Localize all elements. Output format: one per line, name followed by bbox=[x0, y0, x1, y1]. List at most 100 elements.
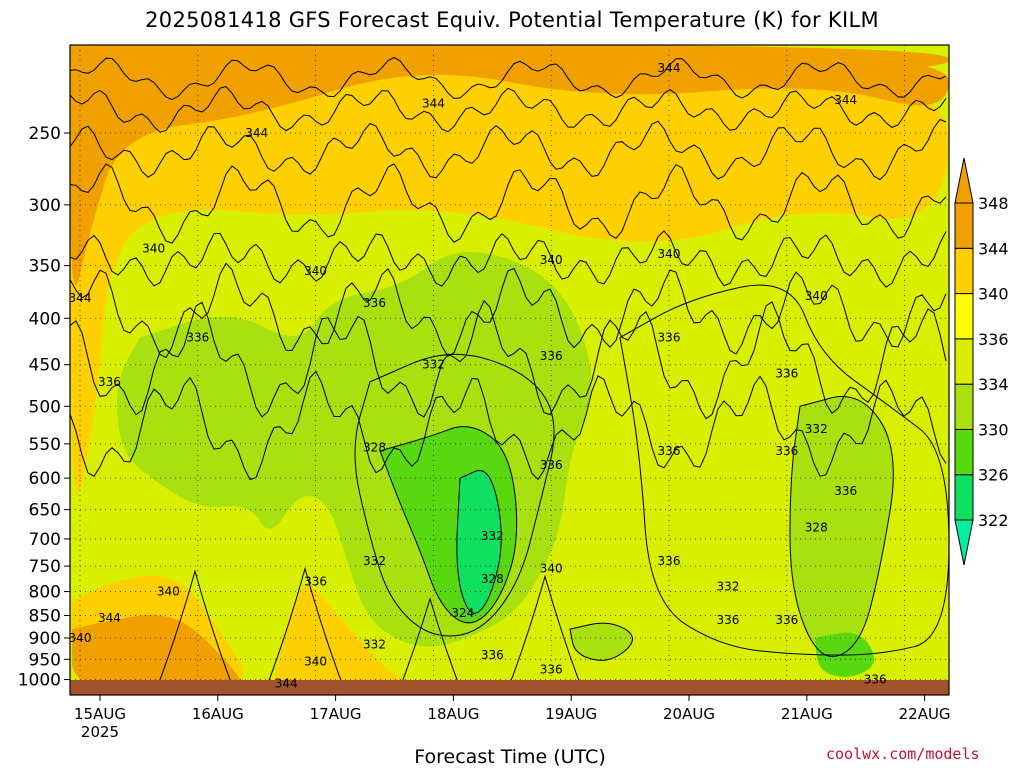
x-tick-label: 22AUG bbox=[899, 705, 951, 723]
contour-label: 336 bbox=[540, 663, 563, 677]
contour-line-upper-4 bbox=[70, 230, 947, 288]
contour-label: 336 bbox=[716, 613, 739, 627]
contour-label: 336 bbox=[304, 575, 327, 589]
y-tick-label: 450 bbox=[29, 356, 61, 376]
contour-label: 336 bbox=[540, 349, 563, 363]
colorbar-label: 322 bbox=[978, 511, 1009, 530]
region-348-upper bbox=[70, 45, 949, 172]
contour-label: 336 bbox=[658, 554, 681, 568]
contour-labels: 344 344 344 344 344 340 340 340 340 340 336 336 336 3… bbox=[69, 61, 887, 690]
contour-label: 336 bbox=[540, 458, 563, 472]
contour-line-upper-5 bbox=[70, 262, 947, 359]
colorbar-label: 326 bbox=[978, 466, 1009, 485]
contour-label: 340 bbox=[805, 289, 828, 303]
colorbar-segment bbox=[954, 338, 974, 385]
credit-link[interactable]: coolwx.com/models bbox=[826, 745, 980, 763]
contour-ring-330-east bbox=[789, 396, 894, 657]
y-tick-label: 850 bbox=[29, 606, 61, 626]
x-tick-label: 21AUG bbox=[781, 705, 833, 723]
contour-label: 344 bbox=[69, 291, 92, 305]
contour-label: 344 bbox=[658, 61, 681, 75]
contour-spike-0 bbox=[154, 569, 236, 694]
contour-label: 340 bbox=[658, 247, 681, 261]
colorbar-extend-min bbox=[954, 519, 974, 566]
ground-bar bbox=[70, 680, 949, 695]
contour-label: 344 bbox=[275, 676, 298, 690]
contour-label: 336 bbox=[363, 296, 386, 310]
y-tick-label: 800 bbox=[29, 583, 61, 603]
contour-label: 332 bbox=[422, 358, 445, 372]
region-322-core bbox=[456, 470, 502, 614]
plot-area: 344 344 344 344 344 340 340 340 340 340 336 336 336 3… bbox=[69, 45, 949, 695]
x-axis: 15AUG 16AUG 17AUG 18AUG 19AUG 20AUG 21AUG 22AUG… bbox=[74, 695, 951, 741]
contour-label: 328 bbox=[805, 520, 828, 534]
colorbar-segment bbox=[954, 247, 974, 295]
contour-ring-sfc bbox=[569, 622, 633, 661]
contour-label: 328 bbox=[363, 440, 386, 454]
contour-label: 340 bbox=[69, 631, 92, 645]
y-tick-label: 400 bbox=[29, 309, 61, 329]
x-axis-title: Forecast Time (UTC) bbox=[414, 746, 606, 768]
contour-ring-322 bbox=[456, 469, 502, 614]
contour-label: 336 bbox=[481, 648, 504, 662]
contour-label: 336 bbox=[775, 444, 798, 458]
contour-label: 332 bbox=[363, 638, 386, 652]
colorbar-label: 336 bbox=[978, 330, 1009, 349]
contour-label: 332 bbox=[805, 422, 828, 436]
contour-label: 340 bbox=[142, 241, 165, 255]
y-tick-label: 550 bbox=[29, 435, 61, 455]
contour-label: 336 bbox=[864, 673, 887, 687]
contour-label: 336 bbox=[775, 613, 798, 627]
colorbar-extend-max bbox=[954, 157, 974, 204]
colorbar-segment bbox=[954, 474, 974, 521]
filled-contours bbox=[70, 45, 949, 695]
colorbar-label: 340 bbox=[978, 285, 1009, 304]
y-axis: 250 300 350 400 450 500 550 600 650 700 750 800 850 9… bbox=[18, 124, 70, 691]
colorbar-label: 348 bbox=[978, 194, 1009, 213]
y-tick-label: 650 bbox=[29, 501, 61, 521]
contour-label: 336 bbox=[658, 444, 681, 458]
contour-label: 344 bbox=[422, 97, 445, 111]
region-344-low-west bbox=[72, 614, 242, 695]
contour-label: 336 bbox=[658, 331, 681, 345]
contour-label: 336 bbox=[775, 366, 798, 380]
region-340-upper bbox=[70, 45, 949, 492]
contour-line-upper-0 bbox=[70, 56, 947, 101]
y-tick-label: 750 bbox=[29, 557, 61, 577]
colorbar-segment bbox=[954, 428, 974, 476]
contour-spike-3 bbox=[504, 574, 586, 695]
contour-lines bbox=[70, 56, 949, 695]
contour-label: 332 bbox=[481, 529, 504, 543]
contour-label: 332 bbox=[716, 580, 739, 594]
contour-spike-1 bbox=[264, 566, 346, 692]
region-340-low-mid bbox=[270, 584, 405, 695]
contour-label: 344 bbox=[98, 611, 121, 625]
contour-spike-2 bbox=[389, 597, 471, 695]
contour-label: 340 bbox=[157, 585, 180, 599]
y-tick-label: 300 bbox=[29, 196, 61, 216]
contour-label: 340 bbox=[304, 654, 327, 668]
colorbar-segment bbox=[954, 383, 974, 430]
chart-title: 2025081418 GFS Forecast Equiv. Potential… bbox=[145, 8, 879, 32]
colorbar-segment bbox=[954, 293, 974, 340]
colorbar-label: 334 bbox=[978, 375, 1009, 394]
contour-ring-326 bbox=[379, 426, 518, 624]
y-tick-label: 350 bbox=[29, 257, 61, 277]
y-tick-label: 600 bbox=[29, 469, 61, 489]
x-tick-label: 19AUG bbox=[545, 705, 597, 723]
contour-line-upper-3 bbox=[70, 163, 947, 244]
x-tick-label: 16AUG bbox=[192, 705, 244, 723]
grid-lines bbox=[70, 45, 949, 695]
contour-label: 324 bbox=[451, 606, 474, 620]
x-tick-label: 15AUG bbox=[74, 705, 126, 723]
contour-line-upper-2 bbox=[70, 118, 947, 181]
y-tick-label: 500 bbox=[29, 397, 61, 417]
x-tick-label: 17AUG bbox=[310, 705, 362, 723]
contour-label: 340 bbox=[304, 264, 327, 278]
contour-label: 336 bbox=[98, 375, 121, 389]
contour-label: 336 bbox=[186, 331, 209, 345]
contour-label: 336 bbox=[834, 484, 857, 498]
plot-frame bbox=[69, 44, 950, 696]
y-tick-label: 700 bbox=[29, 530, 61, 550]
colorbar: 348 344 340 336 334 330 326 322 bbox=[954, 157, 1009, 566]
